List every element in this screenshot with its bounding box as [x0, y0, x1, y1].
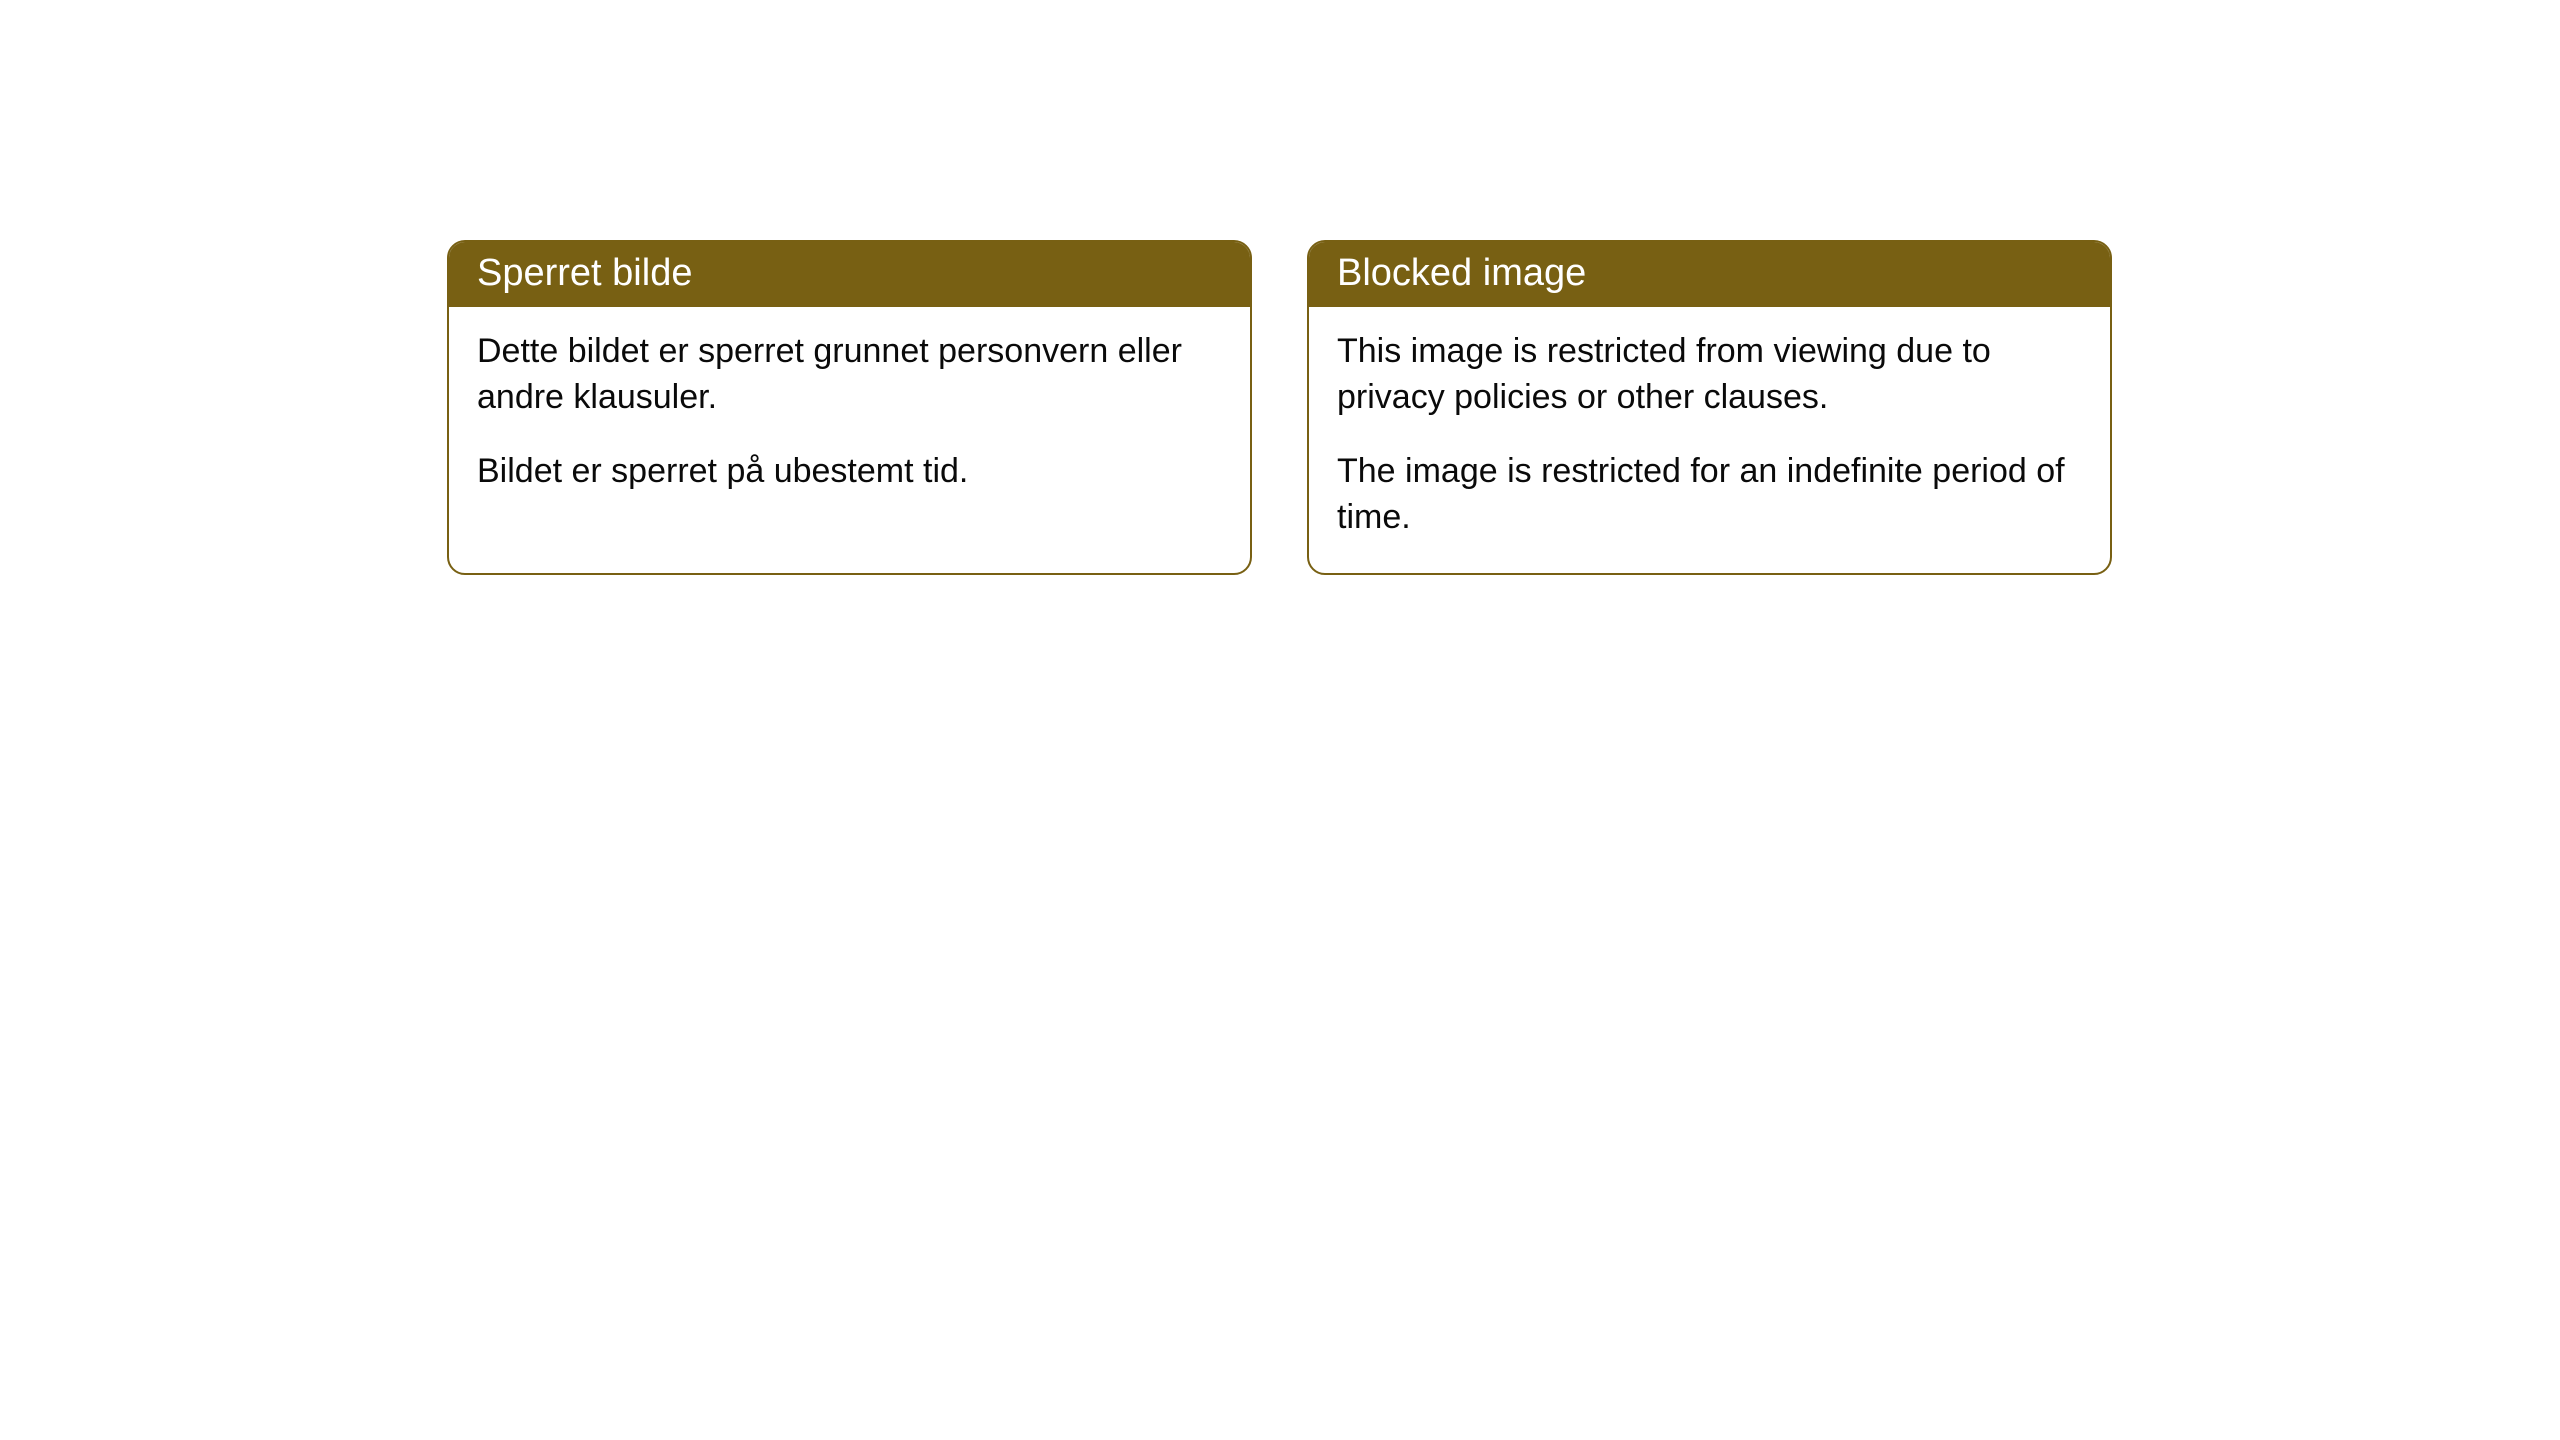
card-header: Blocked image	[1309, 242, 2110, 307]
card-paragraph: Dette bildet er sperret grunnet personve…	[477, 329, 1222, 421]
card-paragraph: Bildet er sperret på ubestemt tid.	[477, 449, 1222, 495]
notice-card-english: Blocked image This image is restricted f…	[1307, 240, 2112, 575]
card-body: This image is restricted from viewing du…	[1309, 307, 2110, 573]
notice-card-norwegian: Sperret bilde Dette bildet er sperret gr…	[447, 240, 1252, 575]
card-header: Sperret bilde	[449, 242, 1250, 307]
card-paragraph: The image is restricted for an indefinit…	[1337, 449, 2082, 541]
card-body: Dette bildet er sperret grunnet personve…	[449, 307, 1250, 527]
card-paragraph: This image is restricted from viewing du…	[1337, 329, 2082, 421]
notice-cards-container: Sperret bilde Dette bildet er sperret gr…	[447, 240, 2112, 575]
